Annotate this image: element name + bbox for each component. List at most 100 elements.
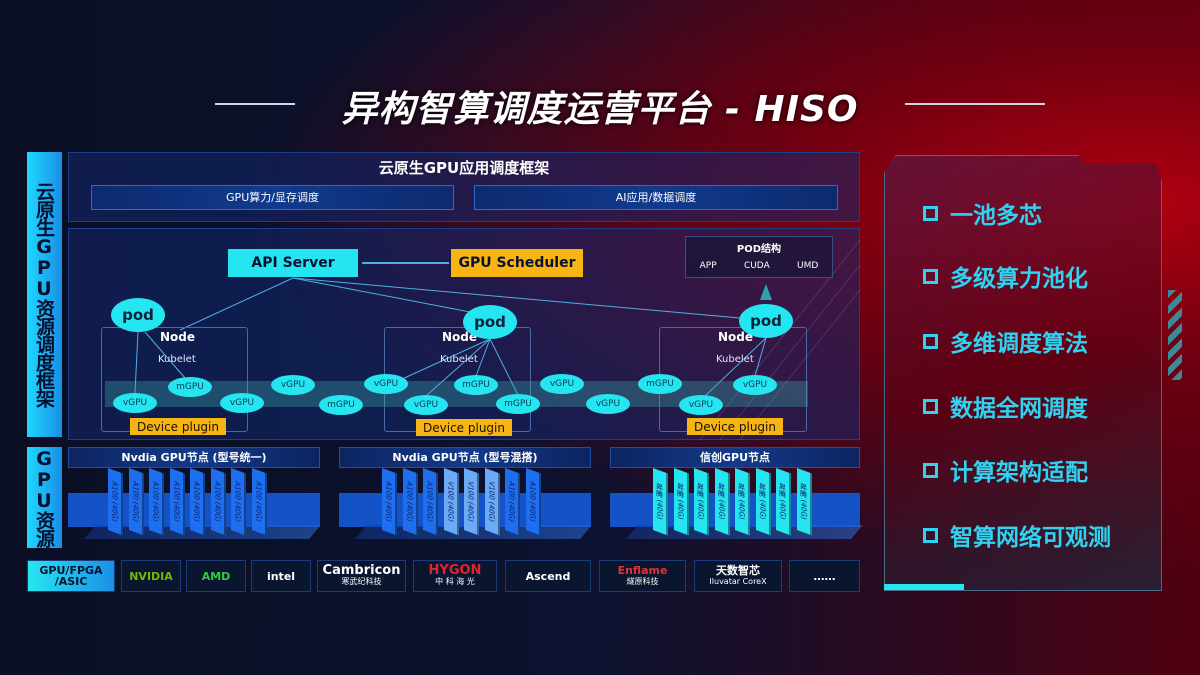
pod-item-cuda: CUDA (743, 261, 770, 271)
line-pod1-mgpu (144, 331, 186, 379)
gpu-card: A100 (40G) (251, 468, 267, 536)
vendor-subname: Iluvatar CoreX (709, 577, 767, 586)
line-api-node1 (179, 277, 294, 331)
device-plugin-1: Device plugin (130, 418, 226, 435)
vendor-name: Enflame (617, 564, 668, 577)
gpu-instance: vGPU (364, 374, 408, 394)
gpu-instance: vGPU (733, 375, 777, 395)
kubelet-label-3: Kubelet (716, 354, 754, 365)
checkbox-square-icon (923, 398, 938, 414)
gpu-card: A100 (40G) (505, 468, 520, 536)
feature-label: 计算架构适配 (950, 460, 1088, 486)
gpu-instance: vGPU (271, 375, 315, 395)
gpu-instance: vGPU (679, 395, 723, 415)
vendor-logo-8: …… (789, 560, 860, 592)
checkbox-square-icon (923, 527, 938, 543)
app-framework-title: 云原生GPU应用调度框架 (378, 159, 550, 177)
vendor-category-label: GPU/FPGA /ASIC (27, 560, 115, 592)
feature-item: 一池多芯 (923, 196, 1042, 230)
gpu-card: A100 (40G) (423, 468, 438, 536)
gpu-node-header-3: 信创GPU节点 (610, 447, 860, 468)
vendor-name: …… (813, 569, 836, 583)
line-pod2-c (475, 338, 491, 377)
vendor-name: HYGON (428, 563, 482, 578)
vendor-logo-0: NVIDIA (121, 560, 181, 592)
gpu-card: V100 (40G) (484, 468, 500, 536)
gpu-card: 昇腾 (40G) (796, 468, 812, 536)
gpu-card: 昇腾 (40G) (673, 468, 689, 536)
feature-label: 智算网络可观测 (950, 525, 1111, 551)
gpu-instance: mGPU (168, 377, 212, 397)
node-label-3: Node (718, 330, 754, 344)
gpu-node-header-1: Nvdia GPU节点 (型号统一) (68, 447, 320, 468)
vendor-name: 天数智芯 (716, 564, 760, 577)
line-pod3-b (704, 337, 767, 397)
gpu-instance: vGPU (586, 394, 630, 414)
pod-item-app: APP (699, 261, 717, 271)
kubelet-label-2: Kubelet (440, 354, 478, 365)
checkbox-square-icon (923, 268, 938, 284)
gpu-card: 昇腾 (40G) (776, 468, 791, 536)
gpu-instance: vGPU (540, 374, 584, 394)
gpu-instance: vGPU (404, 395, 448, 415)
checkbox-square-icon (923, 462, 938, 478)
line-pod2-d (489, 338, 519, 396)
gpu-instance: vGPU (220, 393, 264, 413)
gpu-card: A100 (40G) (525, 468, 541, 536)
vendor-name: NVIDIA (129, 569, 173, 583)
pod-structure-box: POD结构 APP CUDA UMD (685, 236, 833, 278)
pod-2: pod (463, 305, 517, 339)
gpu-compute-box: GPU算力/显存调度 (91, 185, 454, 210)
vendor-subname: 燧原科技 (626, 577, 659, 586)
device-plugin-3: Device plugin (687, 418, 783, 435)
gpu-card: A100 (40G) (190, 468, 205, 536)
checkbox-square-icon (923, 205, 938, 221)
gpu-card: 昇腾 (40G) (653, 468, 668, 536)
feature-label: 多级算力池化 (950, 266, 1088, 292)
framework-side-label: 云原生GPU资源调度框架 (27, 152, 62, 437)
gpu-card: A100 (40G) (210, 468, 226, 536)
resources-side-label: GPU资源 (27, 447, 62, 548)
node-label-2: Node (442, 330, 478, 344)
line-api-pod3 (292, 277, 741, 319)
gpu-node-header-2: Nvdia GPU节点 (型号混搭) (339, 447, 591, 468)
vendor-logo-3: Cambricon 寒武纪科技 (317, 560, 406, 592)
node-label-1: Node (160, 330, 196, 344)
gpu-card: A100 (40G) (402, 468, 418, 536)
vendor-logo-5: Ascend (505, 560, 591, 592)
feature-label: 数据全网调度 (950, 396, 1088, 422)
feature-item: 多级算力池化 (923, 259, 1088, 293)
pod-1: pod (111, 298, 165, 332)
arrow-up-icon (760, 284, 772, 300)
feature-item: 智算网络可观测 (923, 518, 1111, 552)
gpu-card: A100 (40G) (382, 468, 397, 536)
feature-label: 一池多芯 (950, 203, 1042, 229)
gpu-card: 昇腾 (40G) (714, 468, 730, 536)
gpu-instance: mGPU (319, 395, 363, 415)
line-pod1-vgpu (134, 331, 139, 394)
vendor-subname: 寒武纪科技 (341, 577, 382, 586)
gpu-card: 昇腾 (40G) (735, 468, 750, 536)
vendor-logo-2: intel (251, 560, 311, 592)
vendor-name: AMD (201, 569, 231, 583)
line-pod3-a (754, 337, 767, 377)
gpu-card: V100 (40G) (464, 468, 479, 536)
vendor-logo-6: Enflame 燧原科技 (599, 560, 686, 592)
title-deco-right (905, 103, 1045, 105)
gpu-instance: mGPU (496, 394, 540, 414)
gpu-instance: mGPU (454, 375, 498, 395)
feature-item: 计算架构适配 (923, 453, 1088, 487)
gpu-card: A100 (40G) (149, 468, 164, 536)
gpu-instance: mGPU (638, 374, 682, 394)
page-title: 异构智算调度运营平台 - HISO (341, 89, 859, 130)
feature-item: 多维调度算法 (923, 324, 1088, 358)
vendor-name: Cambricon (322, 563, 401, 578)
deco-stripes (1168, 290, 1182, 380)
feature-label: 多维调度算法 (950, 331, 1088, 357)
api-server-box: API Server (228, 249, 358, 277)
kubelet-label-1: Kubelet (158, 354, 196, 365)
vendor-name: intel (266, 569, 296, 583)
device-plugin-2: Device plugin (416, 419, 512, 436)
deco-bar (884, 584, 964, 590)
